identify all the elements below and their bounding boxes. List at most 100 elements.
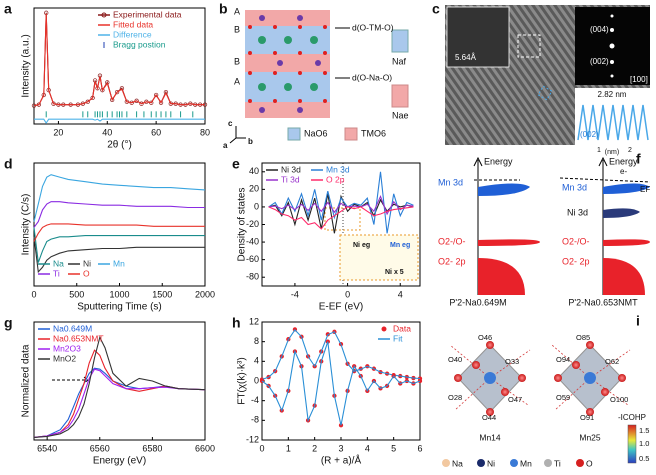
annotation: (002) bbox=[590, 57, 609, 66]
annotation: 2.82 nm bbox=[598, 90, 627, 99]
tm-layer bbox=[245, 10, 330, 26]
series-line bbox=[268, 171, 414, 234]
x-tick-label: 20 bbox=[53, 127, 63, 137]
series-line bbox=[33, 367, 206, 438]
atom-label: Mn14 bbox=[479, 432, 501, 442]
panel-label: i bbox=[636, 313, 640, 329]
x-tick-label: 6540 bbox=[37, 443, 57, 453]
atom-label: O46 bbox=[478, 333, 492, 342]
x-tick-label: 0 bbox=[345, 289, 350, 299]
layer-label: B bbox=[234, 56, 240, 66]
axis-label: a bbox=[223, 141, 228, 150]
annotation: [100] bbox=[630, 75, 648, 84]
y-axis-label: Intensity (a.u.) bbox=[21, 34, 32, 97]
na-atoms bbox=[258, 36, 318, 91]
atom-label: O28 bbox=[448, 393, 462, 402]
structure-diagram bbox=[229, 10, 409, 144]
legend-label: Fit bbox=[393, 333, 403, 343]
legend-label: Na bbox=[452, 458, 463, 468]
annotation: Ni x 5 bbox=[385, 269, 404, 276]
legend-label: NaO6 bbox=[304, 128, 328, 138]
zoom-box bbox=[324, 207, 361, 231]
legend-label: Mn bbox=[113, 258, 125, 268]
tm-layer bbox=[245, 102, 330, 118]
x-tick-label: 6 bbox=[417, 443, 422, 453]
x-tick-label: 5 bbox=[391, 443, 396, 453]
y-axis-label: Intensity (C/s) bbox=[21, 194, 32, 256]
atom-label: O91 bbox=[580, 413, 594, 422]
y-tick-label: 8 bbox=[254, 336, 259, 346]
series-line bbox=[34, 118, 205, 125]
x-tick-label: 500 bbox=[69, 289, 84, 299]
axes-icon bbox=[229, 126, 246, 144]
y-tick-label: 40 bbox=[249, 166, 259, 176]
layer-label: A bbox=[234, 6, 240, 16]
data-point bbox=[114, 89, 120, 95]
x-tick-label: 2 bbox=[312, 443, 317, 453]
x-tick-label: -4 bbox=[291, 289, 299, 299]
y-tick-label: 0 bbox=[254, 375, 259, 385]
y-tick-label: -20 bbox=[246, 219, 259, 229]
panel-label: g bbox=[4, 315, 13, 331]
diagram-title: P'2-Na0.653NMT bbox=[568, 297, 638, 307]
panel-label: h bbox=[232, 315, 241, 331]
legend-label: Mn 3d bbox=[326, 164, 350, 174]
atom-label: O94 bbox=[556, 355, 570, 364]
legend-label: MnO2 bbox=[53, 353, 76, 363]
data-point bbox=[158, 100, 164, 105]
series-line bbox=[33, 236, 205, 274]
colorbar-tick: 1.5 bbox=[639, 426, 649, 435]
y-axis-label: Normalized data bbox=[21, 344, 32, 417]
series-line bbox=[33, 349, 206, 438]
crystal-bonds bbox=[442, 341, 637, 467]
level-label: Mn 3d bbox=[438, 177, 463, 187]
atom-label: O100 bbox=[610, 395, 628, 404]
legend-label: Ni bbox=[83, 258, 91, 268]
legend-label: Experimental data bbox=[113, 9, 182, 19]
y-axis-label: Density of states bbox=[237, 188, 248, 262]
legend-label: Ni bbox=[487, 458, 495, 468]
axis-label: Energy bbox=[484, 156, 513, 166]
panel-label: c bbox=[432, 1, 440, 17]
y-tick-label: 4 bbox=[254, 356, 259, 366]
level-label: O2- 2p bbox=[562, 256, 590, 266]
atom-label: O47 bbox=[508, 395, 522, 404]
y-tick-label: 20 bbox=[249, 184, 259, 194]
x-tick-label: 2000 bbox=[195, 289, 215, 299]
axis-label: c bbox=[228, 119, 233, 128]
y-tick-label: -60 bbox=[246, 254, 259, 264]
legend-label: Mn bbox=[520, 458, 532, 468]
series-line bbox=[268, 194, 414, 216]
legend-label: O bbox=[586, 458, 593, 468]
tm-atoms bbox=[259, 15, 321, 113]
panel-label: a bbox=[4, 1, 12, 17]
series-line bbox=[33, 13, 205, 107]
panel-label: f bbox=[636, 151, 641, 167]
x-tick-label: 1500 bbox=[152, 289, 172, 299]
data-point bbox=[153, 92, 159, 98]
x-tick-label: 0 bbox=[259, 443, 264, 453]
axis-label: 2 bbox=[628, 147, 632, 154]
annotation: 5.64Å bbox=[455, 53, 477, 62]
data-point bbox=[85, 99, 90, 104]
o-atoms bbox=[248, 25, 327, 103]
axis-label: 1 bbox=[597, 147, 601, 154]
x-tick-label: 6560 bbox=[90, 443, 110, 453]
legend-label: Ti bbox=[53, 268, 60, 278]
data-point bbox=[139, 101, 144, 106]
series-line bbox=[33, 335, 206, 438]
x-axis-label: 2θ (°) bbox=[107, 140, 132, 151]
legend-label: Ti 3d bbox=[281, 174, 300, 184]
x-axis-label: Sputtering Time (s) bbox=[77, 302, 161, 313]
x-tick-label: 6600 bbox=[195, 443, 215, 453]
plot-frame bbox=[33, 7, 206, 125]
layer-label: A bbox=[234, 76, 240, 86]
legend-label: O 2p bbox=[326, 174, 345, 184]
layer-label: B bbox=[234, 24, 240, 34]
x-tick-label: 1000 bbox=[109, 289, 129, 299]
diagram-title: P'2-Na0.649M bbox=[449, 297, 506, 307]
level-label: EF bbox=[640, 185, 650, 194]
y-tick-label: 0 bbox=[254, 201, 259, 211]
x-tick-label: 60 bbox=[151, 127, 161, 137]
